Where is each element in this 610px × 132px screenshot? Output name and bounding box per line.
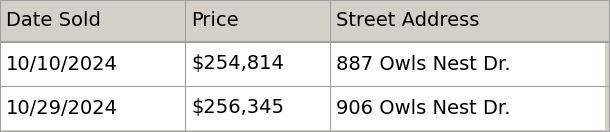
Bar bbox=[0, 42, 185, 86]
Text: 906 Owls Nest Dr.: 906 Owls Nest Dr. bbox=[336, 98, 511, 117]
Bar bbox=[0, 0, 185, 42]
Text: Price: Price bbox=[191, 11, 239, 30]
Text: 887 Owls Nest Dr.: 887 Owls Nest Dr. bbox=[336, 55, 511, 74]
Bar bbox=[330, 0, 605, 42]
Bar bbox=[330, 42, 605, 86]
Text: 10/29/2024: 10/29/2024 bbox=[6, 98, 118, 117]
Text: $256,345: $256,345 bbox=[191, 98, 284, 117]
Bar bbox=[185, 86, 330, 130]
Bar bbox=[185, 0, 330, 42]
Text: Street Address: Street Address bbox=[336, 11, 479, 30]
Text: 10/10/2024: 10/10/2024 bbox=[6, 55, 118, 74]
Text: Date Sold: Date Sold bbox=[6, 11, 101, 30]
Text: $254,814: $254,814 bbox=[191, 55, 284, 74]
Bar bbox=[185, 42, 330, 86]
Bar bbox=[330, 86, 605, 130]
Bar bbox=[0, 86, 185, 130]
